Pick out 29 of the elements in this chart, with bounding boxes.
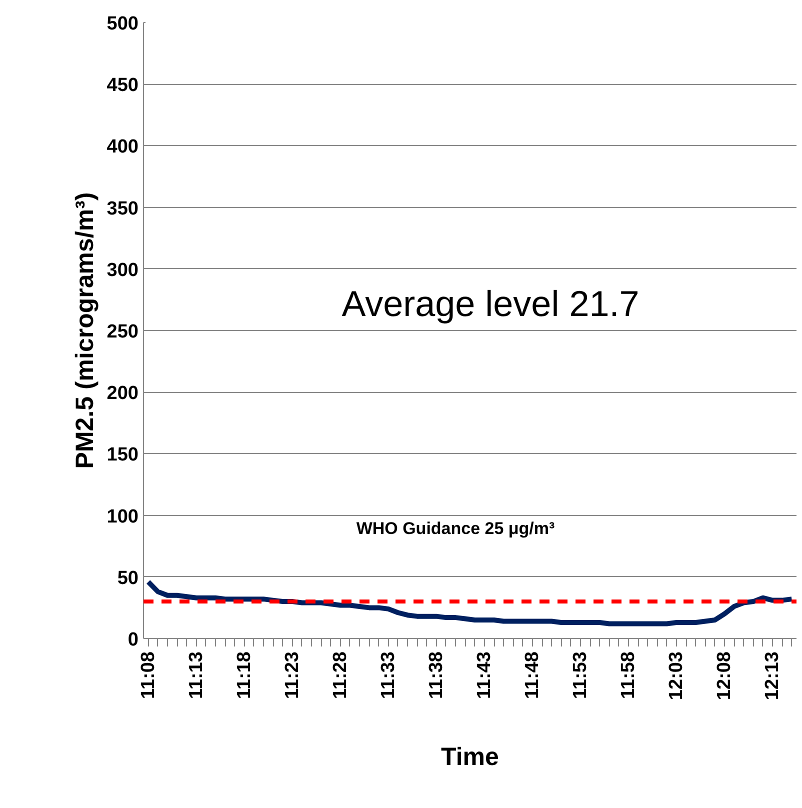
x-tick-label: 11:48: [522, 652, 543, 700]
x-tick-label: 11:23: [282, 652, 303, 700]
x-tick-label: 11:58: [618, 652, 639, 700]
y-tick-label: 150: [106, 444, 138, 466]
x-tick-label: 11:33: [378, 652, 399, 700]
y-tick-label: 500: [106, 14, 138, 34]
x-tick-label: 11:43: [474, 652, 495, 700]
x-axis-title: Time: [441, 743, 500, 772]
x-tick-label: 11:18: [234, 652, 255, 700]
y-tick-label: 200: [106, 383, 138, 404]
x-tick-label: 11:28: [330, 652, 351, 700]
x-tick-label: 11:38: [426, 652, 447, 700]
y-tick-label: 400: [106, 136, 138, 158]
x-tick-label: 11:53: [570, 652, 591, 700]
x-tick-label: 11:08: [138, 652, 159, 700]
y-tick-label: 250: [106, 322, 138, 342]
y-axis-title: PM2.5 (micrograms/m³): [70, 192, 99, 469]
y-tick-label: 0: [128, 630, 139, 650]
y-tick-label: 450: [106, 75, 138, 96]
x-tick-label: 12:03: [666, 651, 687, 700]
y-tick-label: 50: [117, 568, 139, 589]
y-tick-label: 350: [106, 198, 138, 220]
x-tick-label: 11:13: [186, 652, 207, 700]
annotation: WHO Guidance 25 μg/m³: [356, 519, 556, 538]
annotation: Average level 21.7: [342, 283, 640, 324]
y-tick-label: 100: [106, 506, 138, 528]
x-tick-label: 12:13: [762, 651, 783, 700]
x-tick-label: 12:08: [714, 651, 735, 700]
y-tick-label: 300: [106, 260, 138, 281]
